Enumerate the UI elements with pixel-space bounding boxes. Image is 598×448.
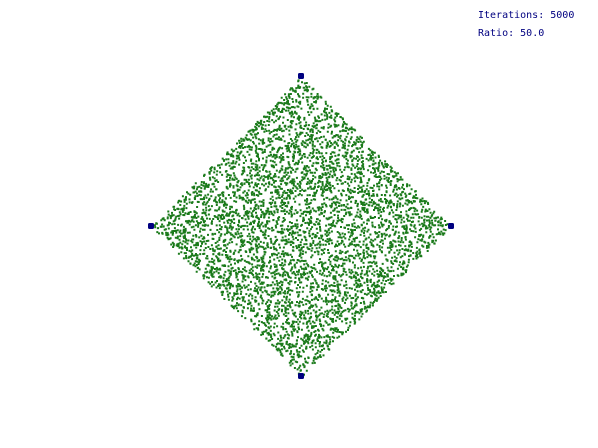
ratio-value: 50.0: [520, 28, 545, 39]
iterations-value: 5000: [550, 10, 575, 21]
ratio-label: Ratio:: [478, 28, 515, 39]
iterations-readout: Iterations: 5000: [478, 10, 574, 22]
iterations-label: Iterations:: [478, 10, 545, 21]
ratio-readout: Ratio: 50.0: [478, 28, 544, 40]
vertex-top[interactable]: [298, 73, 304, 79]
point-cloud: [153, 79, 453, 377]
vertex-bottom[interactable]: [298, 373, 304, 379]
vertex-right[interactable]: [448, 223, 454, 229]
iteration-points: [153, 79, 453, 377]
vertex-left[interactable]: [148, 223, 154, 229]
vertex-markers: [148, 73, 454, 379]
